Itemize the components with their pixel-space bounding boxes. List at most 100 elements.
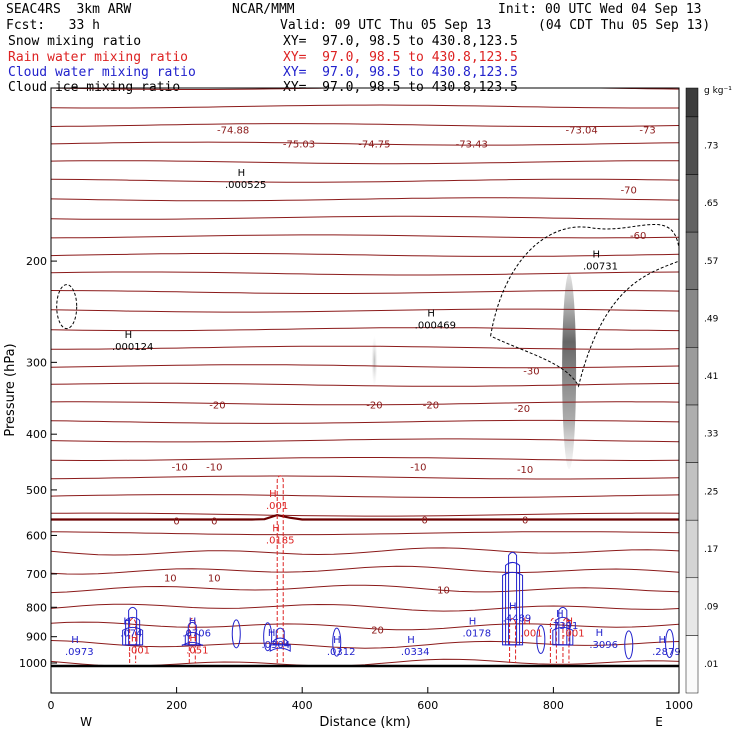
isotherm-label: -10	[206, 462, 222, 473]
model-center: NCAR/MMM	[232, 2, 295, 17]
maximum-marker: H	[189, 634, 197, 645]
isotherm-label: -70	[621, 185, 637, 196]
maximum-label: .0706	[182, 629, 211, 640]
rain-column	[549, 617, 557, 663]
maximum-label: .7391	[550, 621, 579, 632]
isotherm-label: 0	[522, 516, 528, 527]
plot-frame	[50, 87, 680, 694]
maximum-marker: H	[427, 309, 435, 320]
isotherm-line	[51, 531, 679, 536]
isotherm-line	[51, 603, 679, 612]
isotherm-label: -20	[514, 404, 530, 415]
cloud-water-contour	[536, 624, 546, 654]
isotherm-line	[51, 197, 679, 202]
colorbar-label: .57	[704, 257, 718, 267]
cloud-water-contour	[269, 644, 291, 652]
cloud-ice-contour	[490, 224, 679, 388]
isotherm-label: -73.43	[456, 140, 488, 151]
isotherm-label: -10	[517, 465, 533, 476]
isotherm-label: -20	[209, 400, 225, 411]
rain-column	[509, 617, 517, 663]
colorbar-label: .01	[704, 660, 718, 670]
colorbar-cell	[685, 635, 699, 694]
maximum-label: .001	[128, 646, 150, 657]
colorbar-label: .09	[704, 603, 719, 613]
y-tick-label: 600	[26, 529, 47, 542]
isotherm-label: -10	[172, 462, 188, 473]
isotherm-label: 10	[208, 573, 221, 584]
cloud-water-contour	[181, 641, 203, 647]
maximum-label: .0312	[327, 647, 356, 658]
colorbar-label: .73	[704, 142, 718, 152]
isotherm-line	[51, 382, 679, 387]
cloud-water-contour	[508, 551, 518, 646]
isotherm-label: -30	[523, 367, 539, 378]
isotherm-line	[51, 271, 679, 276]
isotherm-line	[51, 364, 679, 369]
colorbar-cell	[685, 577, 699, 636]
maximum-marker: H	[238, 168, 246, 179]
cloud-water-contour	[502, 571, 524, 646]
maximum-marker: H	[131, 634, 139, 645]
isotherm-line	[51, 401, 679, 406]
isotherm-label: -73	[639, 125, 655, 136]
maximum-label: .00731	[583, 261, 618, 272]
field-xy-cloud-water: XY= 97.0, 98.5 to 430.8,123.5	[283, 65, 518, 80]
isotherm-line	[51, 345, 679, 350]
maximum-label: .0185	[266, 536, 295, 547]
isotherm-line	[51, 215, 679, 220]
maximum-marker: H	[556, 609, 564, 620]
isotherm-line	[51, 327, 679, 332]
isotherm-label: -73.04	[566, 125, 598, 136]
rain-column	[188, 617, 196, 663]
isotherm-line	[51, 308, 679, 313]
snow-shading-weak	[371, 336, 378, 387]
colorbar-cell	[685, 347, 699, 406]
maximum-marker: H	[658, 635, 666, 646]
maximum-label: .0973	[65, 647, 94, 658]
field-xy-snow: XY= 97.0, 98.5 to 430.8,123.5	[283, 34, 518, 49]
x-tick-label: 600	[417, 699, 438, 712]
isotherm-line	[51, 104, 679, 109]
maximum-label: .000469	[415, 321, 456, 332]
y-tick-label: 800	[26, 601, 47, 614]
isotherm-label: 20	[371, 626, 384, 637]
isotherm-line	[51, 141, 679, 146]
cloud-water-contour	[552, 626, 574, 646]
maximum-label: .051	[186, 646, 208, 657]
x-end-label-east: E	[655, 715, 663, 729]
isotherm-label: 10	[164, 573, 177, 584]
cloud-water-contour	[555, 616, 571, 646]
isotherm-line	[51, 565, 679, 575]
forecast-hour: Fcst: 33 h	[6, 18, 100, 33]
colorbar-label: .17	[704, 545, 718, 555]
cloud-water-contour	[263, 622, 273, 652]
cloud-water-contour	[275, 627, 285, 646]
maximum-label: .000124	[112, 342, 153, 353]
maximum-label: .074	[120, 629, 142, 640]
isotherm-zero	[51, 513, 679, 521]
isotherm-label: 0	[211, 516, 217, 527]
colorbar-cell	[685, 231, 699, 290]
cloud-water-contour	[128, 606, 138, 646]
maximum-label: .3096	[589, 640, 618, 651]
isotherm-label: 0	[421, 516, 427, 527]
isotherm-line	[51, 457, 679, 461]
maximum-marker: H	[593, 249, 601, 260]
isotherm-line	[51, 419, 679, 424]
colorbar-label: .25	[704, 487, 718, 497]
isotherm-line	[51, 621, 679, 631]
y-axis-label: Pressure (hPa)	[3, 343, 18, 436]
maximum-label: .0334	[401, 647, 430, 658]
y-tick-label: 1000	[19, 657, 47, 670]
maximum-marker: H	[565, 616, 573, 627]
isotherm-line	[51, 123, 679, 128]
x-axis-label: Distance (km)	[319, 715, 410, 730]
maximum-marker: H	[269, 489, 277, 500]
colorbar-label: .41	[704, 372, 718, 382]
isotherm-line	[51, 584, 679, 594]
isotherm-label: 10	[437, 585, 450, 596]
maximum-label: .000525	[225, 180, 266, 191]
isotherm-label: -74.88	[217, 125, 249, 136]
